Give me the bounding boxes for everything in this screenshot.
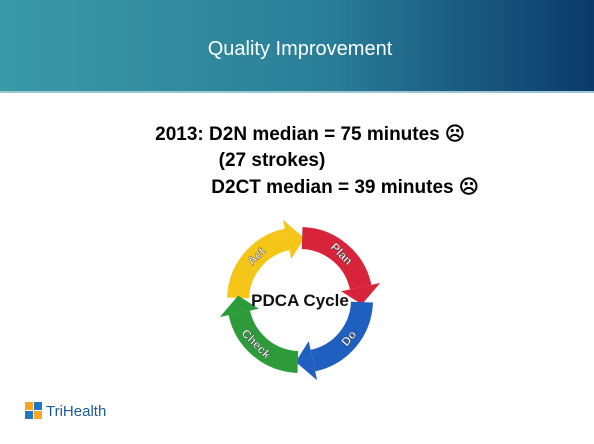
- logo-text: TriHealth: [46, 403, 106, 420]
- body-line: 2013: D2N median = 75 minutes ☹: [155, 124, 465, 145]
- cycle-center-label: PDCA Cycle: [251, 291, 349, 310]
- cycle-arc: [227, 228, 290, 299]
- logo-icon: [25, 411, 33, 419]
- cycle-arrowhead: [341, 282, 381, 305]
- body-line: (27 strokes): [219, 150, 326, 171]
- logo-icon: [25, 402, 33, 410]
- body-line: D2CT median = 39 minutes ☹: [211, 177, 478, 198]
- cycle-arrowhead: [219, 295, 259, 318]
- logo-icon: [34, 402, 42, 410]
- cycle-arrowhead: [295, 341, 318, 381]
- header-band: [0, 0, 594, 92]
- cycle-arc: [228, 310, 299, 373]
- cycle-arrowhead: [282, 219, 305, 259]
- cycle-arc: [310, 301, 373, 372]
- cycle-arc: [301, 227, 372, 290]
- logo-icon: [34, 411, 42, 419]
- slide-title: Quality Improvement: [208, 38, 393, 60]
- logo: TriHealth: [25, 402, 106, 420]
